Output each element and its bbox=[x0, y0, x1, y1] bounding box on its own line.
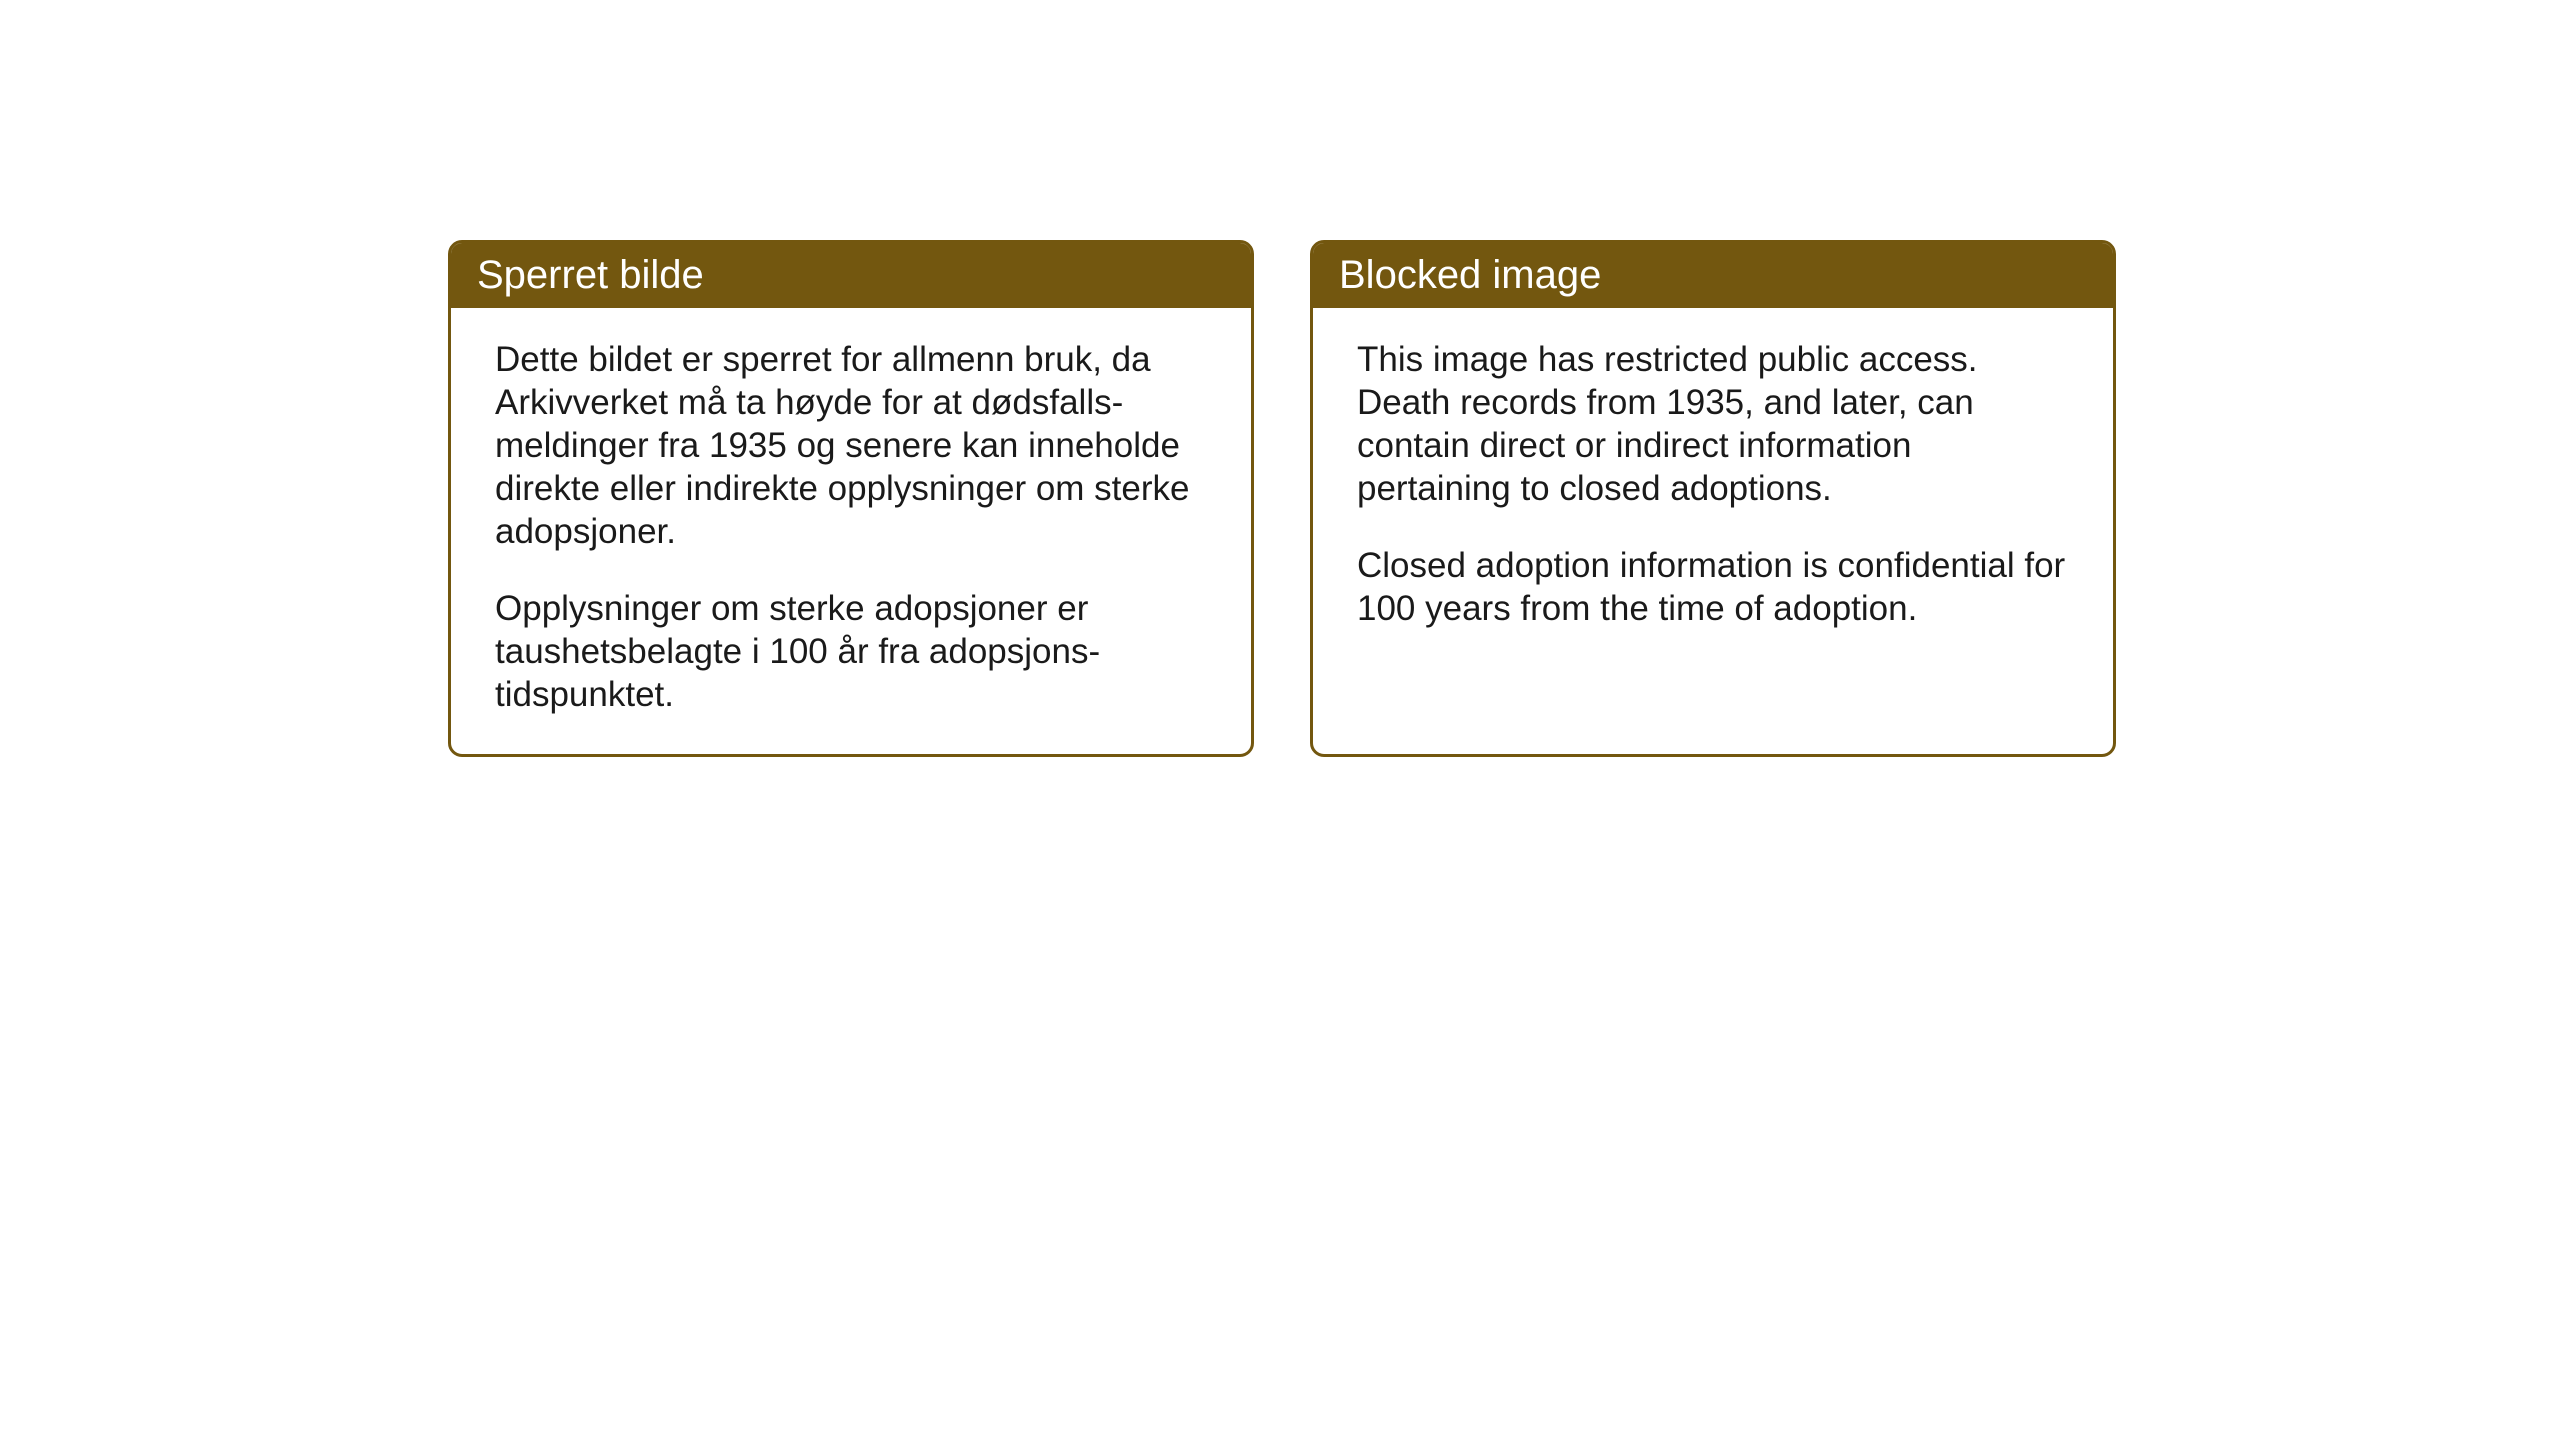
norwegian-paragraph-2: Opplysninger om sterke adopsjoner er tau… bbox=[495, 587, 1207, 716]
english-panel: Blocked image This image has restricted … bbox=[1310, 240, 2116, 757]
english-paragraph-1: This image has restricted public access.… bbox=[1357, 338, 2069, 510]
english-panel-body: This image has restricted public access.… bbox=[1313, 308, 2113, 708]
panels-container: Sperret bilde Dette bildet er sperret fo… bbox=[448, 240, 2116, 757]
english-panel-title: Blocked image bbox=[1313, 243, 2113, 308]
norwegian-paragraph-1: Dette bildet er sperret for allmenn bruk… bbox=[495, 338, 1207, 553]
norwegian-panel-body: Dette bildet er sperret for allmenn bruk… bbox=[451, 308, 1251, 754]
norwegian-panel-title: Sperret bilde bbox=[451, 243, 1251, 308]
english-paragraph-2: Closed adoption information is confident… bbox=[1357, 544, 2069, 630]
norwegian-panel: Sperret bilde Dette bildet er sperret fo… bbox=[448, 240, 1254, 757]
